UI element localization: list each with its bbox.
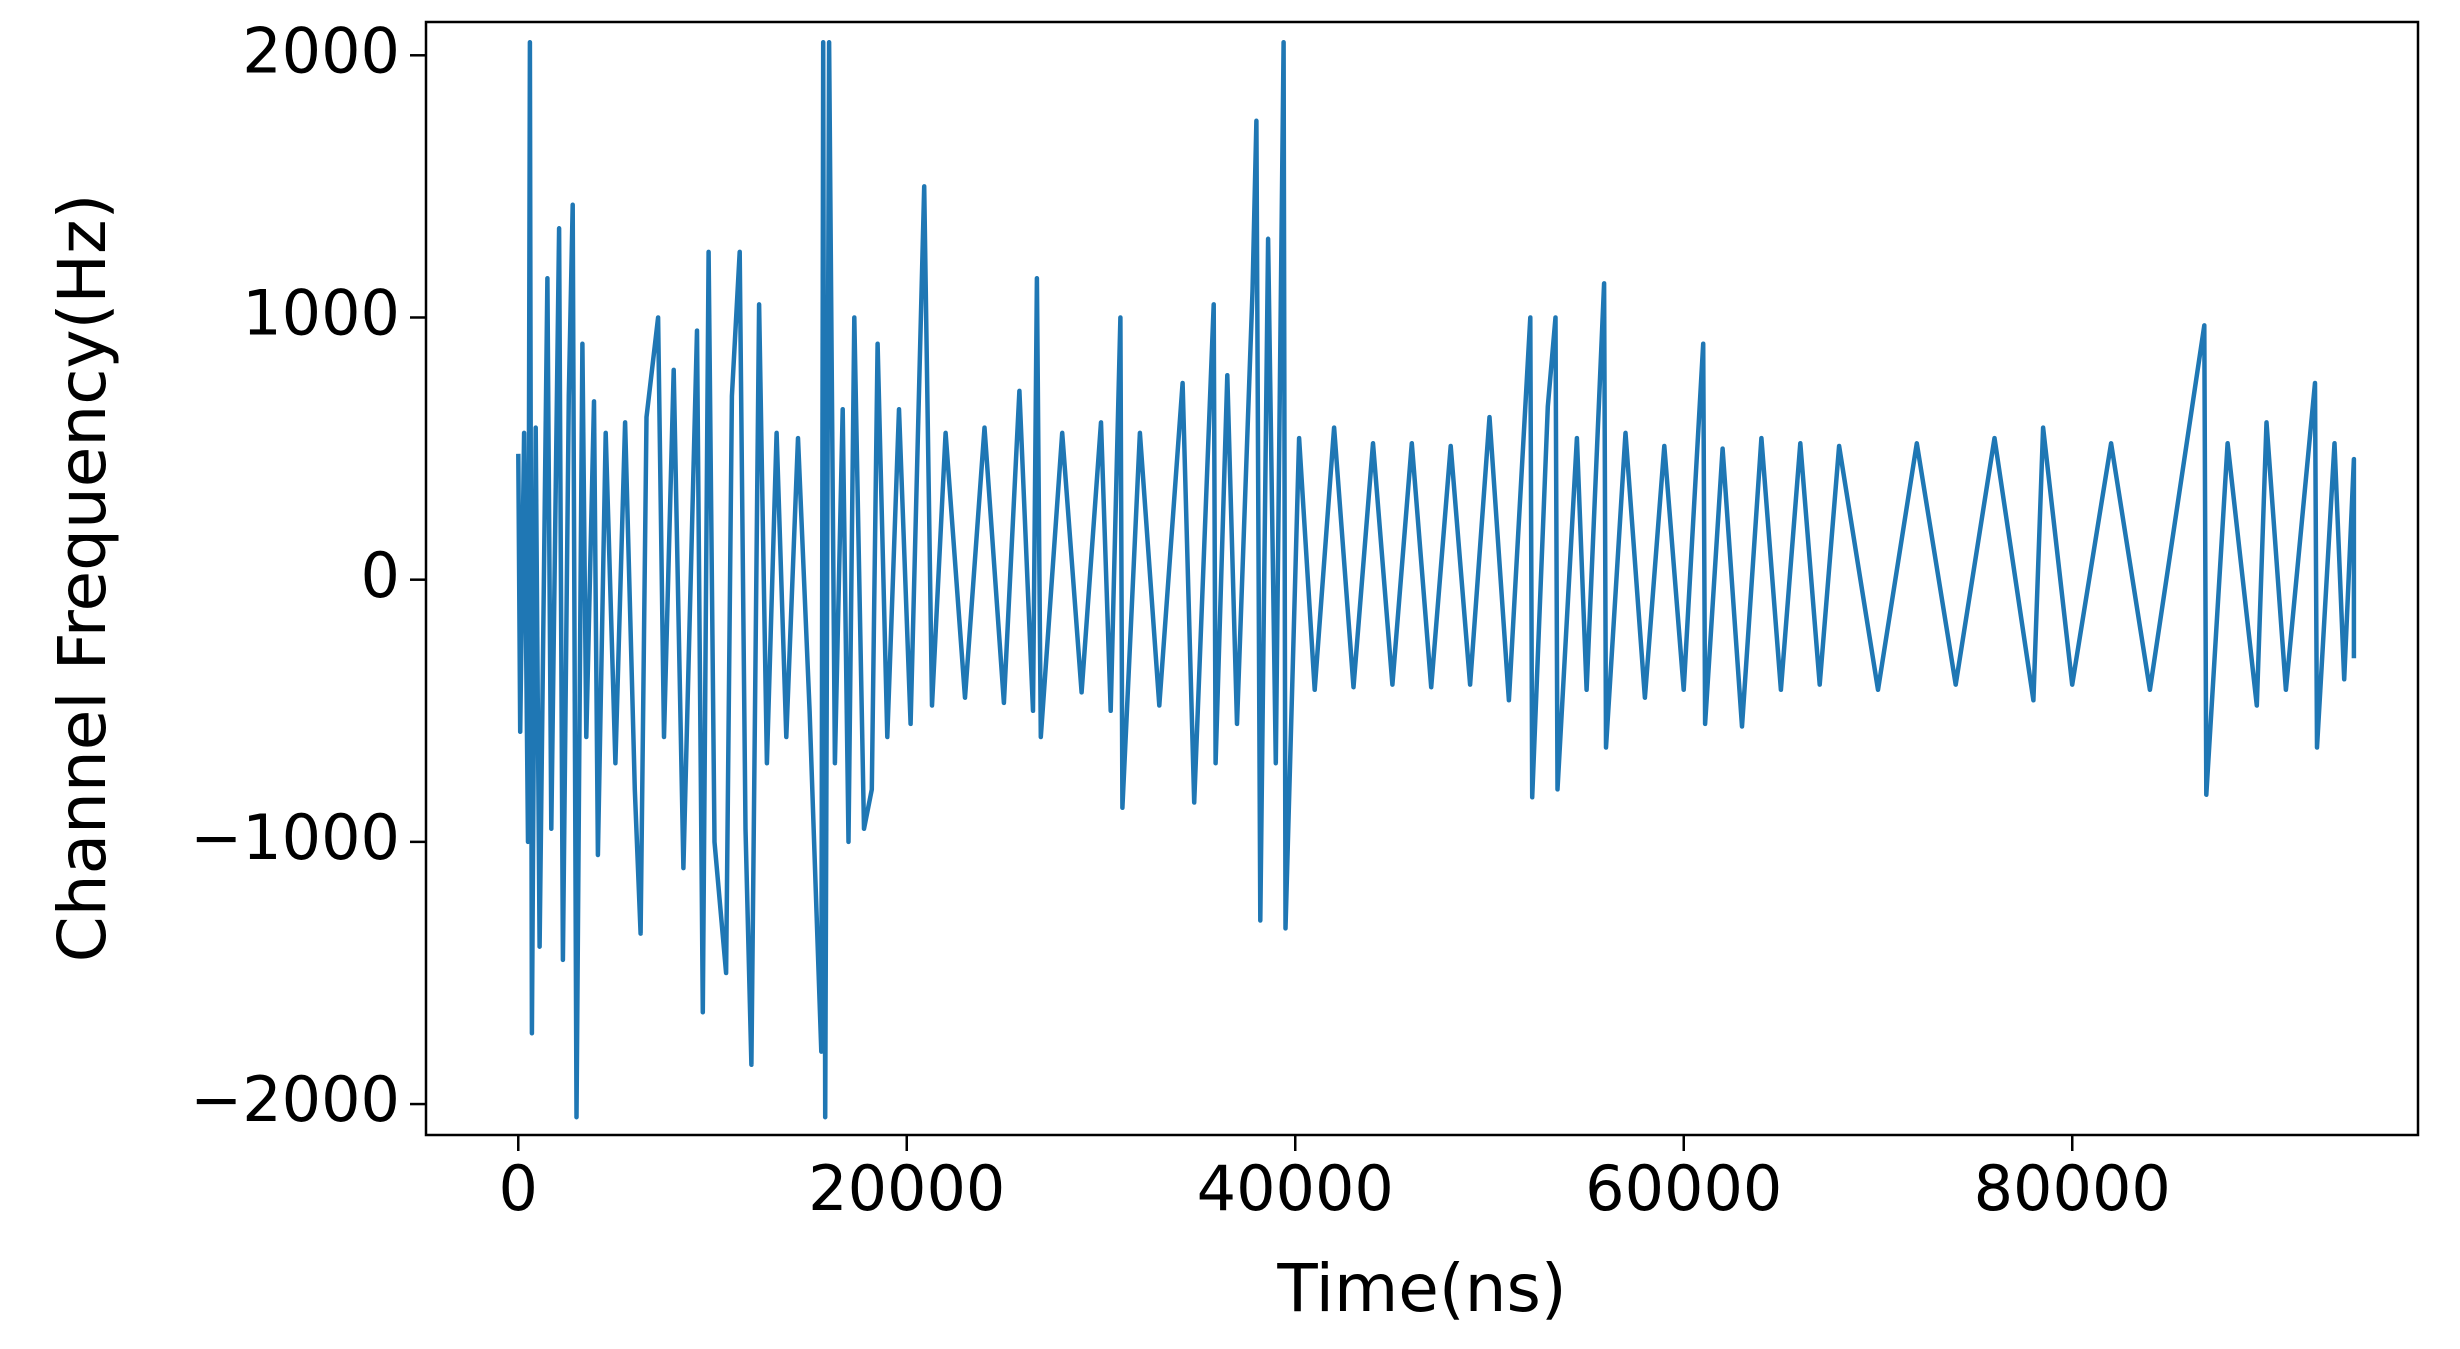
x-tick-label: 80000 [1974,1152,2171,1225]
y-tick-label: 0 [361,539,400,612]
x-tick-label: 40000 [1197,1152,1394,1225]
y-tick-label: −1000 [190,801,400,874]
x-tick-label: 60000 [1585,1152,1782,1225]
signal-line [516,39,2357,1120]
x-axis-label: Time(ns) [1276,1250,1566,1327]
y-tick-label: −2000 [190,1063,400,1136]
y-axis-label: Channel Frequency(Hz) [44,194,121,963]
x-tick-label: 0 [499,1152,538,1225]
y-tick-label: 1000 [242,277,400,350]
y-tick-label: 2000 [242,14,400,87]
x-tick-label: 20000 [808,1152,1005,1225]
